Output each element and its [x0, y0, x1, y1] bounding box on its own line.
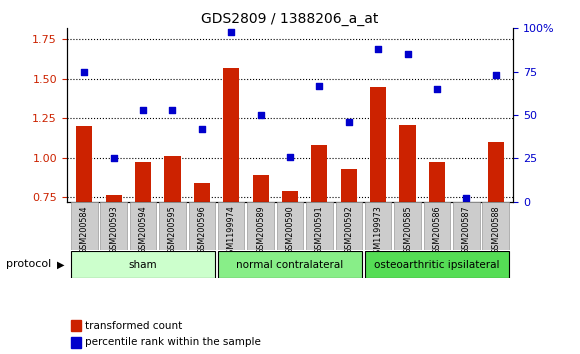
Bar: [71, 320, 81, 331]
Text: GSM200590: GSM200590: [285, 206, 295, 254]
Text: ▶: ▶: [57, 259, 64, 269]
Bar: [400, 125, 416, 202]
Text: GSM200586: GSM200586: [433, 206, 441, 254]
FancyBboxPatch shape: [218, 202, 244, 250]
Text: GSM200592: GSM200592: [345, 206, 353, 255]
FancyBboxPatch shape: [365, 251, 509, 278]
Bar: [164, 156, 180, 202]
FancyBboxPatch shape: [218, 251, 362, 278]
FancyBboxPatch shape: [71, 202, 97, 250]
Title: GDS2809 / 1388206_a_at: GDS2809 / 1388206_a_at: [201, 12, 379, 26]
FancyBboxPatch shape: [365, 202, 392, 250]
Point: [462, 195, 471, 201]
FancyBboxPatch shape: [394, 202, 420, 250]
Point: [168, 107, 177, 113]
Point: [432, 86, 441, 92]
Text: normal contralateral: normal contralateral: [237, 259, 343, 270]
Bar: [252, 175, 269, 202]
Point: [491, 72, 501, 78]
Text: protocol: protocol: [6, 259, 51, 269]
Point: [374, 46, 383, 52]
Bar: [340, 169, 357, 202]
Text: GSM1199974: GSM1199974: [227, 206, 235, 259]
Text: GSM200587: GSM200587: [462, 206, 471, 254]
Point: [227, 29, 236, 35]
FancyBboxPatch shape: [130, 202, 157, 250]
FancyBboxPatch shape: [100, 202, 127, 250]
Bar: [223, 68, 240, 202]
Bar: [106, 195, 122, 202]
Point: [79, 69, 89, 75]
Text: GSM200591: GSM200591: [315, 206, 324, 254]
Text: osteoarthritic ipsilateral: osteoarthritic ipsilateral: [374, 259, 499, 270]
Text: GSM1199973: GSM1199973: [374, 206, 383, 259]
Text: percentile rank within the sample: percentile rank within the sample: [85, 337, 262, 347]
Point: [139, 107, 148, 113]
FancyBboxPatch shape: [188, 202, 215, 250]
Point: [315, 83, 324, 88]
FancyBboxPatch shape: [248, 202, 274, 250]
Text: transformed count: transformed count: [85, 321, 183, 331]
FancyBboxPatch shape: [277, 202, 303, 250]
Bar: [311, 145, 328, 202]
FancyBboxPatch shape: [71, 251, 215, 278]
Bar: [282, 191, 298, 202]
Bar: [429, 162, 445, 202]
Bar: [488, 142, 504, 202]
Point: [256, 112, 265, 118]
Point: [403, 52, 412, 57]
Bar: [76, 126, 92, 202]
Text: GSM200595: GSM200595: [168, 206, 177, 255]
Text: GSM200589: GSM200589: [256, 206, 265, 254]
Bar: [194, 183, 210, 202]
Text: GSM200584: GSM200584: [80, 206, 89, 254]
FancyBboxPatch shape: [483, 202, 509, 250]
Point: [109, 156, 118, 161]
Point: [285, 154, 295, 160]
Text: GSM200594: GSM200594: [139, 206, 147, 254]
Text: GSM200585: GSM200585: [403, 206, 412, 254]
Point: [197, 126, 206, 132]
FancyBboxPatch shape: [453, 202, 480, 250]
Bar: [135, 162, 151, 202]
Point: [344, 119, 353, 125]
Text: sham: sham: [129, 259, 157, 270]
FancyBboxPatch shape: [423, 202, 450, 250]
Bar: [71, 337, 81, 348]
Bar: [370, 87, 386, 202]
Text: GSM200596: GSM200596: [197, 206, 206, 254]
Text: GSM200593: GSM200593: [109, 206, 118, 254]
Text: GSM200588: GSM200588: [491, 206, 500, 254]
FancyBboxPatch shape: [160, 202, 186, 250]
FancyBboxPatch shape: [336, 202, 362, 250]
FancyBboxPatch shape: [306, 202, 332, 250]
